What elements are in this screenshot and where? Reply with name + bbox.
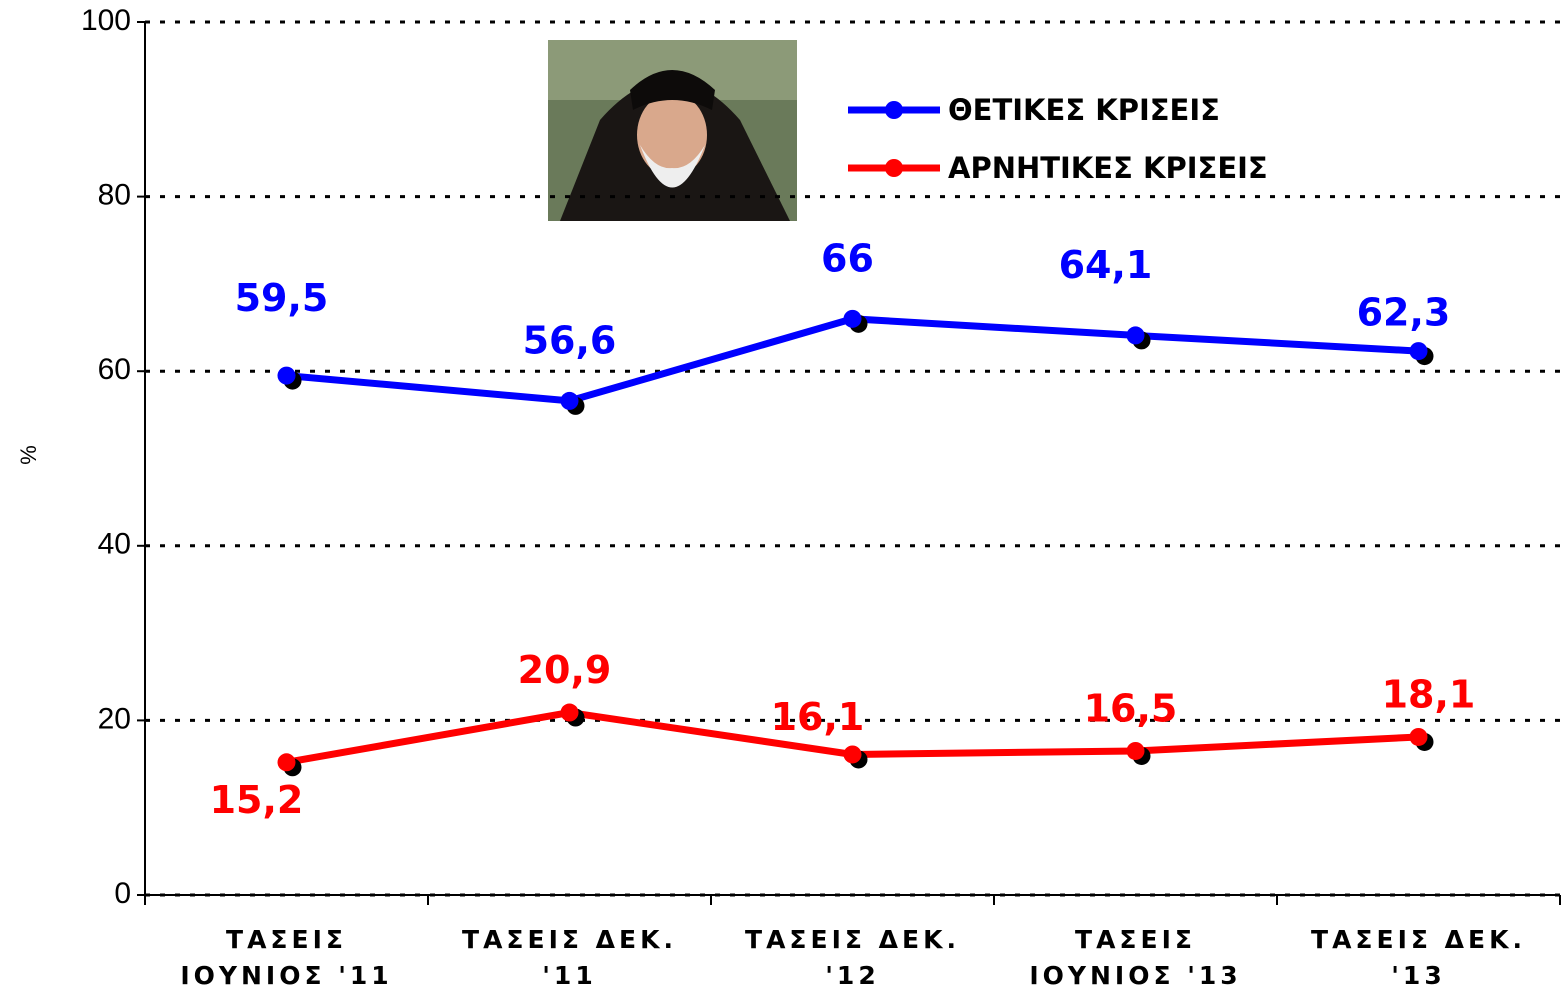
x-tick-label: ΤΑΣΕΙΣ ΙΟΥΝΙΟΣ '11 (147, 922, 427, 992)
value-label: 56,6 (523, 318, 617, 362)
marker (1410, 342, 1428, 360)
y-tick-label: 80 (98, 179, 131, 212)
photo (548, 40, 797, 221)
value-label: 59,5 (235, 276, 329, 320)
legend-label: ΘΕΤΙΚΕΣ ΚΡΙΣΕΙΣ (948, 93, 1220, 127)
value-label: 16,5 (1084, 686, 1178, 730)
legend-label: ΑΡΝΗΤΙΚΕΣ ΚΡΙΣΕΙΣ (948, 151, 1268, 185)
marker (844, 745, 862, 763)
y-tick-label: 0 (114, 877, 131, 910)
value-label: 64,1 (1059, 243, 1153, 287)
marker (278, 753, 296, 771)
x-tick-label: ΤΑΣΕΙΣ ΙΟΥΝΙΟΣ '13 (996, 922, 1276, 992)
marker (561, 704, 579, 722)
value-label: 20,9 (518, 648, 612, 692)
y-tick-label: 100 (81, 4, 131, 37)
chart-page: % 0 20 40 60 80 100 59,5 56,6 66 64,1 62,3 15,2 20,9… (0, 0, 1562, 992)
y-axis-label: % (16, 445, 41, 465)
marker (1410, 728, 1428, 746)
marker (1127, 742, 1145, 760)
marker (278, 367, 296, 385)
x-tick-label: ΤΑΣΕΙΣ ΔΕΚ. '12 (713, 922, 993, 992)
marker (844, 310, 862, 328)
value-label: 16,1 (771, 695, 865, 739)
y-tick-label: 40 (98, 528, 131, 561)
x-tick-label: ΤΑΣΕΙΣ ΔΕΚ. '11 (430, 922, 710, 992)
value-label: 18,1 (1382, 672, 1476, 716)
value-label: 15,2 (210, 778, 304, 822)
marker (1127, 326, 1145, 344)
value-label: 62,3 (1357, 291, 1451, 335)
value-label: 66 (821, 236, 874, 280)
y-tick-label: 60 (98, 353, 131, 386)
chart: % 0 20 40 60 80 100 59,5 56,6 66 64,1 62,3 15,2 20,9… (0, 0, 1562, 992)
legend-marker (885, 159, 903, 177)
x-tick-label: ΤΑΣΕΙΣ ΔΕΚ. '13 (1279, 922, 1559, 992)
y-tick-label: 20 (98, 702, 131, 735)
series-line (287, 319, 1419, 401)
marker (561, 392, 579, 410)
legend-marker (885, 101, 903, 119)
